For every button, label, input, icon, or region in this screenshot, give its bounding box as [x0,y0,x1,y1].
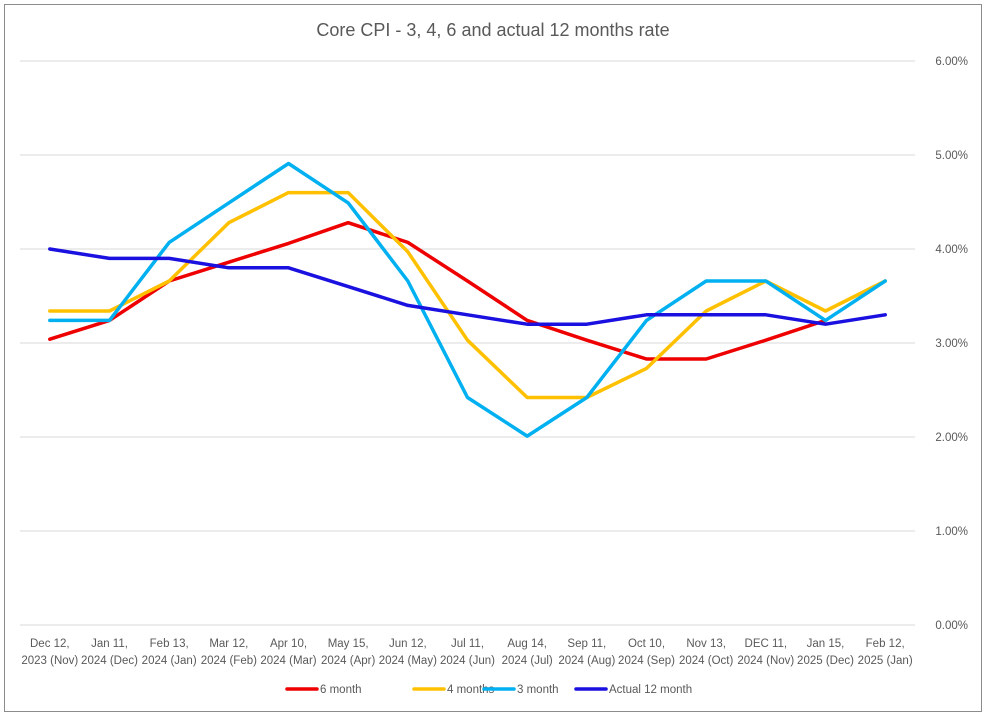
x-tick-label: Sep 11, 2024 (Aug) [558,638,615,667]
x-tick-label: May 15, 2024 (Apr) [321,638,376,667]
y-tick-label: 1.00% [935,526,968,538]
x-tick-label: Feb 12, 2025 (Jan) [858,638,913,667]
y-axis-tick-labels: 0.00% 1.00% 2.00% 3.00% 4.00% 5.00% 6.00% [935,56,968,632]
chart-title: Core CPI - 3, 4, 6 and actual 12 months … [316,20,669,40]
y-tick-label: 0.00% [935,620,968,632]
x-tick-label: Feb 13, 2024 (Jan) [142,638,197,667]
series-lines [48,161,887,438]
y-tick-label: 3.00% [935,338,968,350]
legend-label: 6 month [320,684,362,696]
legend-label: 3 month [517,684,559,696]
x-tick-label: DEC 11, 2024 (Nov) [737,638,794,667]
x-tick-label: Dec 12, 2023 (Nov) [21,638,78,667]
x-axis-tick-labels: Dec 12, 2023 (Nov)Jan 11, 2024 (Dec)Feb 13… [21,638,912,667]
x-tick-label: Oct 10, 2024 (Sep) [618,638,675,667]
legend-item: 4 months [412,684,495,696]
legend-label: Actual 12 month [609,684,692,696]
series-line-3-month [48,161,887,438]
legend: 6 month 4 months 3 month Actual 12 month [285,684,692,696]
y-tick-label: 6.00% [935,56,968,68]
x-tick-label: Jan 15, 2025 (Dec) [797,638,854,667]
chart-frame [4,4,982,712]
x-tick-label: Aug 14, 2024 (Jul) [502,638,553,667]
legend-item: 6 month [285,684,362,696]
x-tick-label: Apr 10, 2024 (Mar) [260,638,316,667]
legend-label: 4 months [447,684,495,696]
series-line-4-months [48,190,887,400]
x-tick-label: Mar 12, 2024 (Feb) [201,638,257,667]
x-tick-label: Nov 13, 2024 (Oct) [679,638,733,667]
x-tick-label: Jan 11, 2024 (Dec) [81,638,138,667]
y-tick-label: 2.00% [935,432,968,444]
series-line-actual-12-month [48,247,887,326]
legend-item: Actual 12 month [574,684,692,696]
x-tick-label: Jul 11, 2024 (Jun) [440,638,495,667]
x-tick-label: Jun 12, 2024 (May) [379,638,437,667]
legend-item: 3 month [482,684,559,696]
series-line-6-month [48,220,828,361]
y-tick-label: 4.00% [935,244,968,256]
y-tick-label: 5.00% [935,150,968,162]
gridlines [20,60,915,626]
